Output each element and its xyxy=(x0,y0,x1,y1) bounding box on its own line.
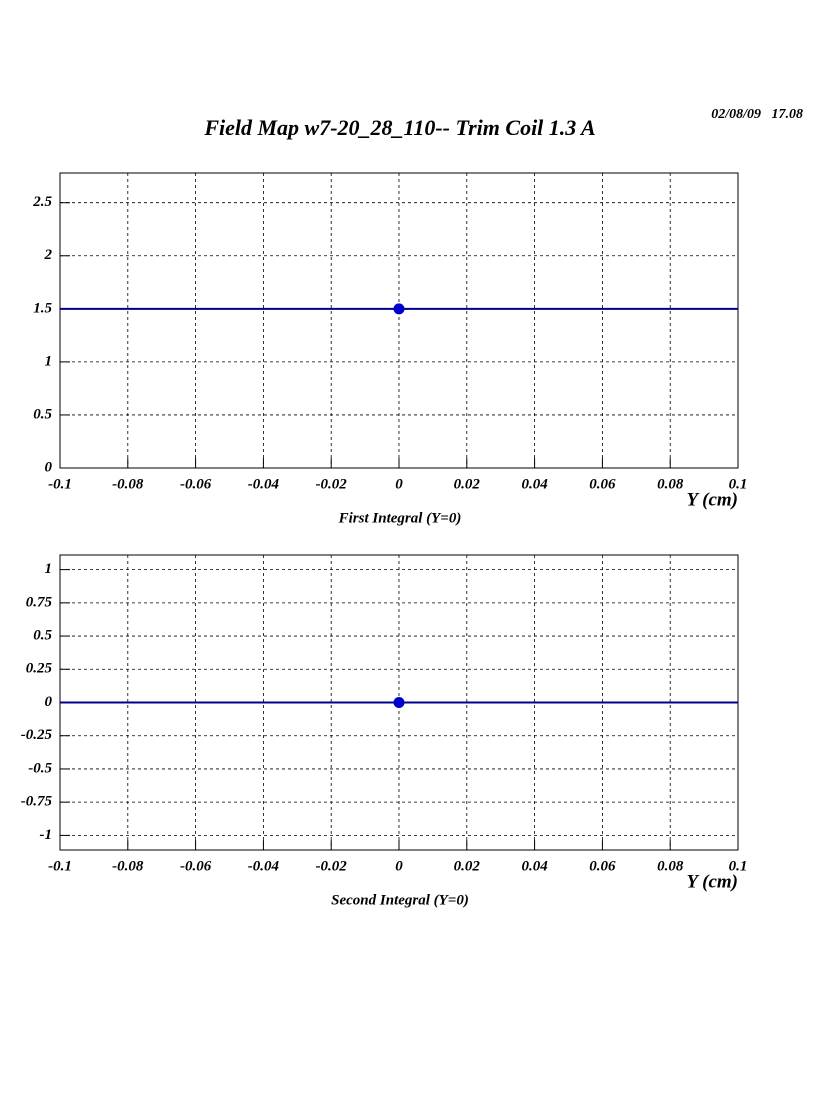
y-tick-label: 1.5 xyxy=(33,300,52,316)
plot-caption: First Integral (Y=0) xyxy=(338,510,462,526)
x-tick-label: 0.04 xyxy=(521,476,548,492)
y-tick-label: 0.75 xyxy=(26,594,53,610)
data-point xyxy=(393,697,405,708)
y-tick-label: 0 xyxy=(45,459,53,475)
x-tick-label: 0.08 xyxy=(657,858,684,874)
x-tick-label: 0 xyxy=(395,476,403,492)
y-tick-label: -0.75 xyxy=(21,794,53,810)
x-tick-label: -0.04 xyxy=(248,858,280,874)
data-point xyxy=(393,303,405,315)
page-title: Field Map w7-20_28_110-- Trim Coil 1.3 A xyxy=(203,115,595,140)
x-tick-label: -0.04 xyxy=(248,476,280,492)
y-tick-label: 0 xyxy=(45,694,53,710)
y-tick-label: -0.5 xyxy=(28,760,52,776)
x-tick-label: 0 xyxy=(395,858,403,874)
x-tick-label: 0.04 xyxy=(521,858,548,874)
y-tick-label: -0.25 xyxy=(21,727,53,743)
x-tick-label: 0.1 xyxy=(729,476,748,492)
plot-frame xyxy=(59,172,739,469)
plot-caption: Second Integral (Y=0) xyxy=(331,892,469,908)
x-axis-title: Y (cm) xyxy=(686,871,738,892)
x-tick-label: -0.08 xyxy=(112,858,144,874)
y-tick-label: 0.25 xyxy=(26,661,53,677)
x-tick-label: 0.1 xyxy=(729,858,748,874)
x-tick-label: -0.1 xyxy=(48,858,72,874)
x-tick-label: 0.02 xyxy=(454,476,481,492)
x-tick-label: 0.06 xyxy=(589,476,616,492)
x-tick-label: -0.06 xyxy=(180,858,212,874)
x-axis-title: Y (cm) xyxy=(686,489,738,510)
x-tick-label: -0.02 xyxy=(316,858,348,874)
y-tick-label: 0.5 xyxy=(33,406,52,422)
y-tick-label: 2.5 xyxy=(32,194,52,210)
x-tick-label: 0.06 xyxy=(589,858,616,874)
y-tick-label: 1 xyxy=(45,561,53,577)
x-tick-label: -0.02 xyxy=(316,476,348,492)
y-tick-label: 2 xyxy=(44,247,53,263)
y-tick-label: 0.5 xyxy=(33,627,52,643)
x-tick-label: 0.02 xyxy=(454,858,481,874)
x-tick-label: -0.1 xyxy=(48,476,72,492)
x-tick-label: -0.08 xyxy=(112,476,144,492)
x-tick-label: -0.06 xyxy=(180,476,212,492)
y-tick-label: -1 xyxy=(40,827,53,843)
y-tick-label: 1 xyxy=(45,353,53,369)
x-tick-label: 0.08 xyxy=(657,476,684,492)
date-stamp: 02/08/09 17.08 xyxy=(711,107,803,122)
